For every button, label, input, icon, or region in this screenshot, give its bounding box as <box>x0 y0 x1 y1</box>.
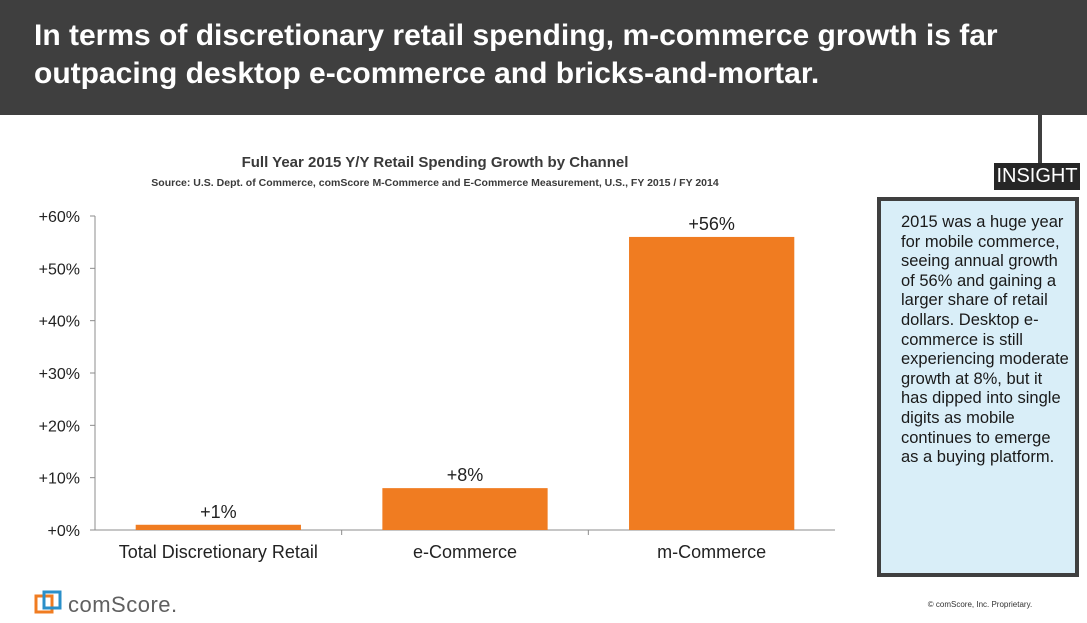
category-label-3: m-Commerce <box>657 542 766 562</box>
y-tick-label: +60% <box>39 209 80 226</box>
category-label-1: Total Discretionary Retail <box>119 542 318 562</box>
bars-group: +1% +8% +56% <box>135 214 795 530</box>
y-tick-label: +10% <box>39 471 80 488</box>
bar-3 <box>629 236 795 530</box>
data-label-3: +56% <box>688 214 735 234</box>
insight-text: 2015 was a huge year for mobile commerce… <box>901 213 1069 467</box>
y-tick-label: +20% <box>39 418 80 435</box>
logo-text: comScore. <box>68 592 178 617</box>
insight-connector-line <box>1038 115 1042 163</box>
y-axis: +0% +10% +20% +30% +40% +50% +60% <box>39 209 96 540</box>
category-label-2: e-Commerce <box>413 542 517 562</box>
bar-chart: Full Year 2015 Y/Y Retail Spending Growt… <box>39 154 835 562</box>
y-tick-label: +40% <box>39 314 80 331</box>
copyright: © comScore, Inc. Proprietary. <box>927 600 1033 609</box>
headline: In terms of discretionary retail spendin… <box>34 19 998 90</box>
y-tick-label: +30% <box>39 366 80 383</box>
insight-tag: INSIGHT <box>994 163 1080 190</box>
bar-1 <box>135 524 301 530</box>
comscore-logo-icon <box>34 590 62 614</box>
y-tick-label: +0% <box>48 523 80 540</box>
chart-subtitle: Source: U.S. Dept. of Commerce, comScore… <box>151 177 719 189</box>
y-tick-label: +50% <box>39 261 80 278</box>
x-axis: Total Discretionary Retail e-Commerce m-Co… <box>95 529 835 562</box>
data-label-2: +8% <box>447 465 484 485</box>
bar-2 <box>382 488 548 530</box>
chart-title: Full Year 2015 Y/Y Retail Spending Growt… <box>242 154 629 171</box>
header-bar: In terms of discretionary retail spendin… <box>0 0 1087 115</box>
insight-box: 2015 was a huge year for mobile commerce… <box>877 197 1079 577</box>
data-label-1: +1% <box>200 502 237 522</box>
